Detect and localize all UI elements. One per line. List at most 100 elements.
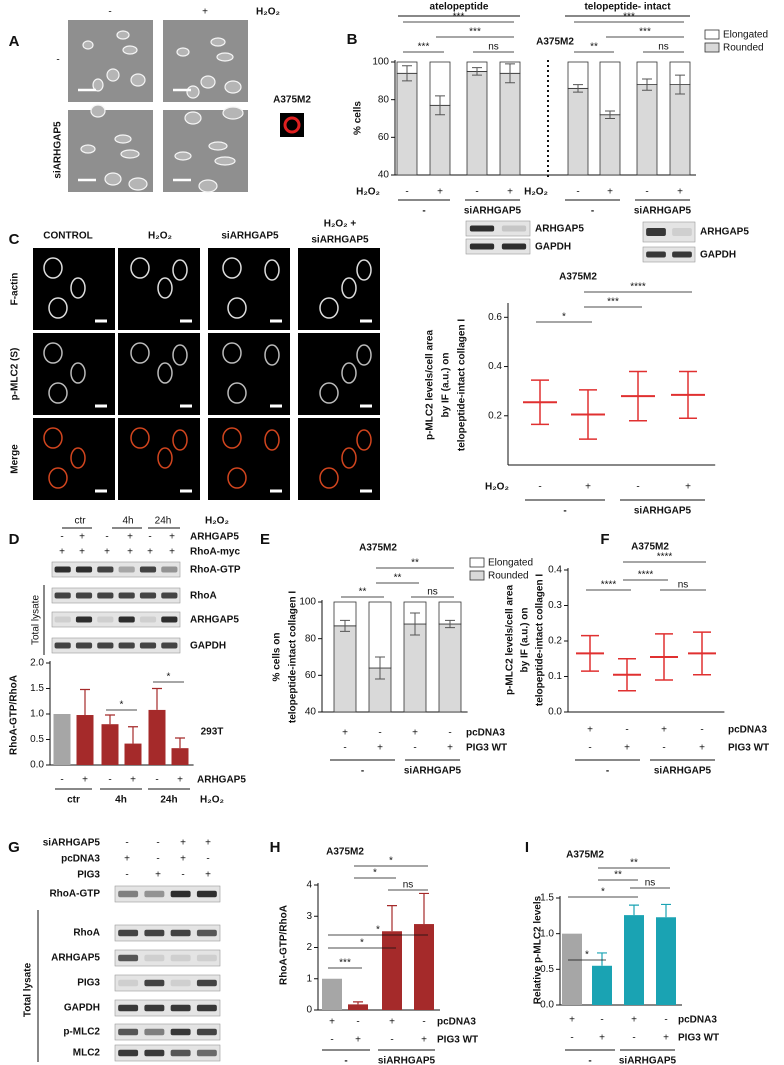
error-bar (505, 63, 515, 84)
blot-band (118, 890, 139, 898)
significance-label: *** (623, 12, 635, 23)
y-tick-label: 1.5 (30, 683, 44, 694)
blot-band (672, 251, 692, 258)
blot-band (170, 1028, 191, 1036)
significance-label: * (167, 672, 171, 683)
blot-band (75, 566, 93, 573)
x-tick-label: - (108, 775, 111, 786)
lysate-label: Total lysate (23, 962, 34, 1017)
micrograph (298, 418, 380, 500)
y-tick-label: 40 (305, 707, 317, 718)
bar-segment (567, 87, 589, 176)
y-axis-label: RhoA-GTP/RhoA (9, 675, 20, 755)
blot-band (75, 616, 93, 623)
blot-band (161, 642, 178, 649)
header: atelopeptide (430, 2, 489, 13)
x-row-label: PIG3 WT (466, 743, 507, 754)
group-label: - (344, 1056, 347, 1065)
blot-band (144, 890, 165, 898)
blot (114, 949, 221, 967)
y-axis-label: telopeptide-intact collagen I (288, 591, 299, 723)
icon (283, 116, 301, 134)
y-tick-label: 2.0 (30, 658, 44, 669)
annotation: 293T (201, 727, 224, 738)
group-label: ctr (67, 795, 80, 806)
significance-label: *** (418, 42, 430, 53)
error-bar (605, 110, 615, 119)
col-label: siARHGAP5 (221, 231, 279, 242)
cell (43, 427, 63, 449)
blot-label: GAPDH (190, 641, 226, 652)
cell (104, 172, 122, 186)
x-tick-label: + (437, 187, 443, 198)
panel-letter: G (8, 839, 20, 856)
blot-band (118, 566, 135, 573)
error-bar (387, 905, 397, 932)
panel-letter: A (9, 33, 20, 50)
significance-label: * (562, 312, 566, 323)
chart-title: A375M2 (559, 272, 597, 283)
significance-label: * (120, 700, 124, 711)
micrograph (208, 333, 290, 415)
error-bar (80, 688, 90, 716)
row-label: pcDNA3 (61, 854, 100, 865)
group-label: - (606, 766, 609, 777)
significance-label: **** (638, 570, 654, 581)
x-tick-label: + (421, 1035, 427, 1046)
y-tick-label: 0.1 (548, 671, 562, 682)
significance-label: ** (630, 858, 638, 869)
x-tick-label: + (329, 1017, 335, 1028)
cell (227, 382, 247, 404)
x-tick-label: - (588, 743, 591, 754)
sign: + (127, 547, 133, 558)
bar-segment (499, 72, 521, 176)
sign: - (156, 854, 159, 865)
cell (157, 447, 173, 469)
x-row-label: pcDNA3 (728, 725, 767, 736)
sign: + (205, 870, 211, 881)
cell (264, 259, 280, 281)
x-tick-label: + (412, 728, 418, 739)
x-tick-label: - (390, 1035, 393, 1046)
legend-label: Elongated (488, 558, 533, 569)
blot-band (118, 642, 135, 649)
blot-band (118, 1049, 139, 1057)
blot-band (161, 616, 178, 623)
blot-band (54, 592, 71, 599)
blot (642, 221, 696, 243)
sign: + (180, 854, 186, 865)
row-label: PIG3 (77, 870, 100, 881)
cell (200, 75, 216, 89)
cell (43, 257, 63, 279)
bar (124, 743, 142, 765)
sign: + (127, 532, 133, 543)
bar (53, 714, 71, 765)
cell (227, 297, 247, 319)
cell-line: A375M2 (273, 95, 311, 106)
blot-label: GAPDH (64, 1003, 100, 1014)
cell (172, 344, 188, 366)
group-label: - (563, 506, 566, 517)
significance-label: * (376, 925, 380, 936)
legend-swatch (469, 557, 485, 568)
significance-label: * (360, 938, 364, 949)
blot-band (144, 929, 165, 937)
y-tick-label: 2 (306, 942, 312, 953)
x-row-label: pcDNA3 (437, 1017, 476, 1028)
x-tick-label: + (355, 1035, 361, 1046)
blot-band (54, 642, 71, 649)
blot-label: p-MLC2 (63, 1027, 100, 1038)
bar-segment (403, 623, 427, 713)
chart-title: A375M2 (566, 850, 604, 861)
blot-band (196, 929, 217, 937)
blot-band (54, 616, 71, 623)
panel-letter: D (9, 531, 20, 548)
x-tick-label: + (631, 1015, 637, 1026)
x-tick-label: + (661, 725, 667, 736)
y-tick-label: 0.0 (30, 760, 44, 771)
group-label: siARHGAP5 (654, 766, 712, 777)
significance-label: **** (601, 580, 617, 591)
treatment-label: H₂O₂ (256, 7, 280, 18)
blot-band (196, 890, 217, 898)
x-row-label: ARHGAP5 (197, 775, 246, 786)
